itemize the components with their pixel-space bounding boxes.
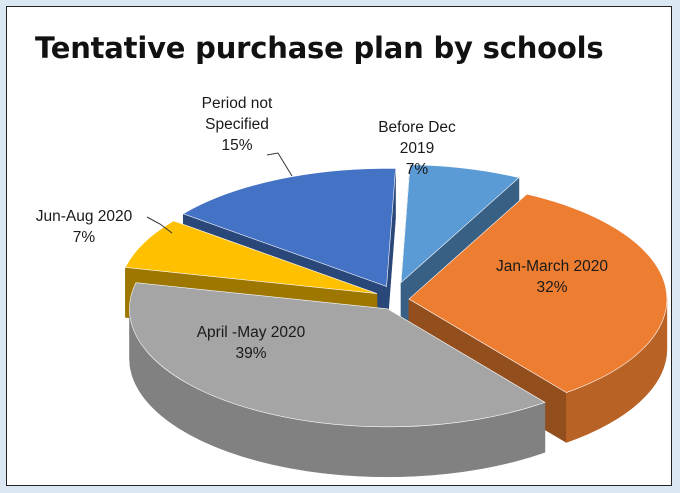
pie-slice-1 xyxy=(408,193,668,393)
pie-slice-4 xyxy=(182,168,396,287)
chart-title: Tentative purchase plan by schools xyxy=(35,31,604,65)
pie-slice-0 xyxy=(400,164,520,284)
slice-label-4: Period not Specified 15% xyxy=(202,95,273,154)
slice-label-0: Before Dec 2019 7% xyxy=(378,119,456,178)
pie-slice-3 xyxy=(124,220,378,294)
leader-line-3 xyxy=(146,216,173,234)
slice-label-2: April -May 2020 39% xyxy=(197,324,306,362)
pie-tops xyxy=(124,164,668,428)
slice-label-1: Jan-March 2020 32% xyxy=(496,258,608,296)
leader-line-4 xyxy=(266,152,293,177)
pie-slice-2 xyxy=(129,282,546,428)
slice-label-3: Jun-Aug 2020 7% xyxy=(36,208,133,246)
